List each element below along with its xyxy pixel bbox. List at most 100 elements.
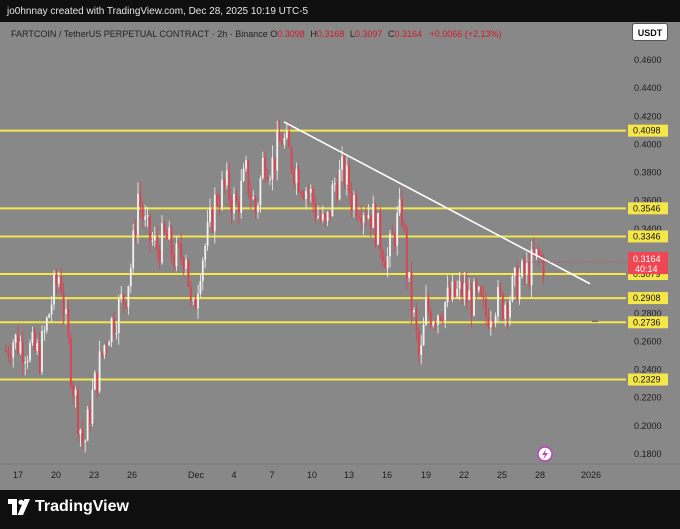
candle-body xyxy=(216,194,219,206)
plot-background xyxy=(0,22,680,490)
candle-body xyxy=(367,214,370,219)
candle-body xyxy=(398,199,401,214)
candle-body xyxy=(158,249,161,263)
candle-body xyxy=(489,321,492,328)
attribution-bar: jo0hnnay created with TradingView.com, D… xyxy=(0,0,680,22)
candle-body xyxy=(55,274,58,284)
candle-body xyxy=(389,233,391,257)
candle-body xyxy=(79,429,82,435)
candle-body xyxy=(321,213,324,220)
candle-body xyxy=(237,202,240,213)
candle-body xyxy=(257,205,259,212)
level-label: 0.3546 xyxy=(633,203,661,213)
candle-body xyxy=(307,190,310,193)
candle-body xyxy=(504,304,507,319)
candle-body xyxy=(125,302,127,308)
candle-body xyxy=(425,297,427,325)
candle-body xyxy=(369,214,372,228)
candle-body xyxy=(139,193,142,207)
x-tick-label: 25 xyxy=(497,470,507,480)
x-tick-label: 10 xyxy=(307,470,317,480)
currency-button[interactable]: USDT xyxy=(632,23,668,41)
candle-body xyxy=(199,281,202,294)
candle-body xyxy=(14,334,17,343)
candle-body xyxy=(530,249,533,286)
candle-body xyxy=(276,131,279,171)
candle-body xyxy=(247,160,250,195)
candle-body xyxy=(410,272,413,313)
candle-body xyxy=(177,243,180,245)
candle-body xyxy=(29,343,31,361)
candle-body xyxy=(259,178,262,206)
candle-body xyxy=(487,317,490,328)
candle-body xyxy=(525,262,528,275)
candle-body xyxy=(309,189,312,193)
candle-body xyxy=(312,189,315,204)
candle-body xyxy=(5,350,7,352)
candle-body xyxy=(165,233,168,240)
candle-body xyxy=(69,337,72,386)
close-label: C xyxy=(387,29,395,39)
y-tick-label: 0.2800 xyxy=(634,308,662,318)
x-tick-label: 4 xyxy=(231,470,236,480)
x-tick-label: 13 xyxy=(344,470,354,480)
candle-body xyxy=(7,350,10,356)
candle-body xyxy=(93,372,96,390)
candle-body xyxy=(509,300,511,318)
level-label: 0.2908 xyxy=(633,293,661,303)
y-tick-label: 0.2200 xyxy=(634,393,662,403)
candle-body xyxy=(384,261,387,269)
candle-body xyxy=(372,203,375,228)
candle-body xyxy=(439,315,442,320)
chart-canvas[interactable]: 0.4600 0.4400 0.4200 0.4000 0.3800 0.3600 0.34… xyxy=(0,22,680,490)
candle-body xyxy=(206,222,209,247)
candle-body xyxy=(240,180,243,213)
candle-body xyxy=(110,318,113,343)
open-value: 0.3098 xyxy=(277,29,305,39)
last-price-box xyxy=(628,252,668,275)
candle-body xyxy=(21,341,24,364)
candle-body xyxy=(477,286,480,291)
candle-body xyxy=(249,194,252,199)
candle-body xyxy=(506,304,509,318)
candle-body xyxy=(350,192,353,210)
candle-body xyxy=(348,165,351,193)
candle-body xyxy=(182,257,185,269)
candle-body xyxy=(393,234,396,246)
candle-body xyxy=(192,299,195,301)
candle-body xyxy=(300,191,303,195)
candle-body xyxy=(271,157,274,180)
x-tick-label: 20 xyxy=(51,470,61,480)
level-label: 0.4098 xyxy=(633,126,661,136)
candle-body xyxy=(113,318,115,334)
candle-body xyxy=(427,297,430,312)
candle-body xyxy=(405,228,408,279)
candle-body xyxy=(465,283,468,300)
y-tick-label: 0.4000 xyxy=(634,139,662,149)
candle-body xyxy=(285,131,288,138)
candle-body xyxy=(441,319,444,321)
candle-body xyxy=(19,341,22,353)
candle-body xyxy=(67,308,70,338)
candle-body xyxy=(225,170,228,186)
candle-body xyxy=(129,268,132,287)
tradingview-logo-icon[interactable] xyxy=(8,499,30,515)
lightning-icon[interactable] xyxy=(537,446,553,462)
candle-body xyxy=(269,179,271,181)
candle-body xyxy=(161,223,163,263)
x-tick-label: 22 xyxy=(459,470,469,480)
price-chart[interactable]: 0.4600 0.4400 0.4200 0.4000 0.3800 0.3600 0.34… xyxy=(0,22,680,490)
candle-body xyxy=(156,236,159,250)
candle-body xyxy=(235,193,238,203)
high-value: 0.3168 xyxy=(316,29,345,39)
candle-body xyxy=(468,290,471,300)
candle-body xyxy=(281,141,283,145)
candle-body xyxy=(360,217,363,223)
low-value: 0.3097 xyxy=(354,29,383,39)
candle-body xyxy=(115,332,118,334)
tradingview-brand[interactable]: TradingView xyxy=(35,498,129,515)
candle-body xyxy=(288,131,291,148)
candle-body xyxy=(420,345,423,356)
candle-body xyxy=(180,244,183,258)
candle-body xyxy=(252,197,255,199)
